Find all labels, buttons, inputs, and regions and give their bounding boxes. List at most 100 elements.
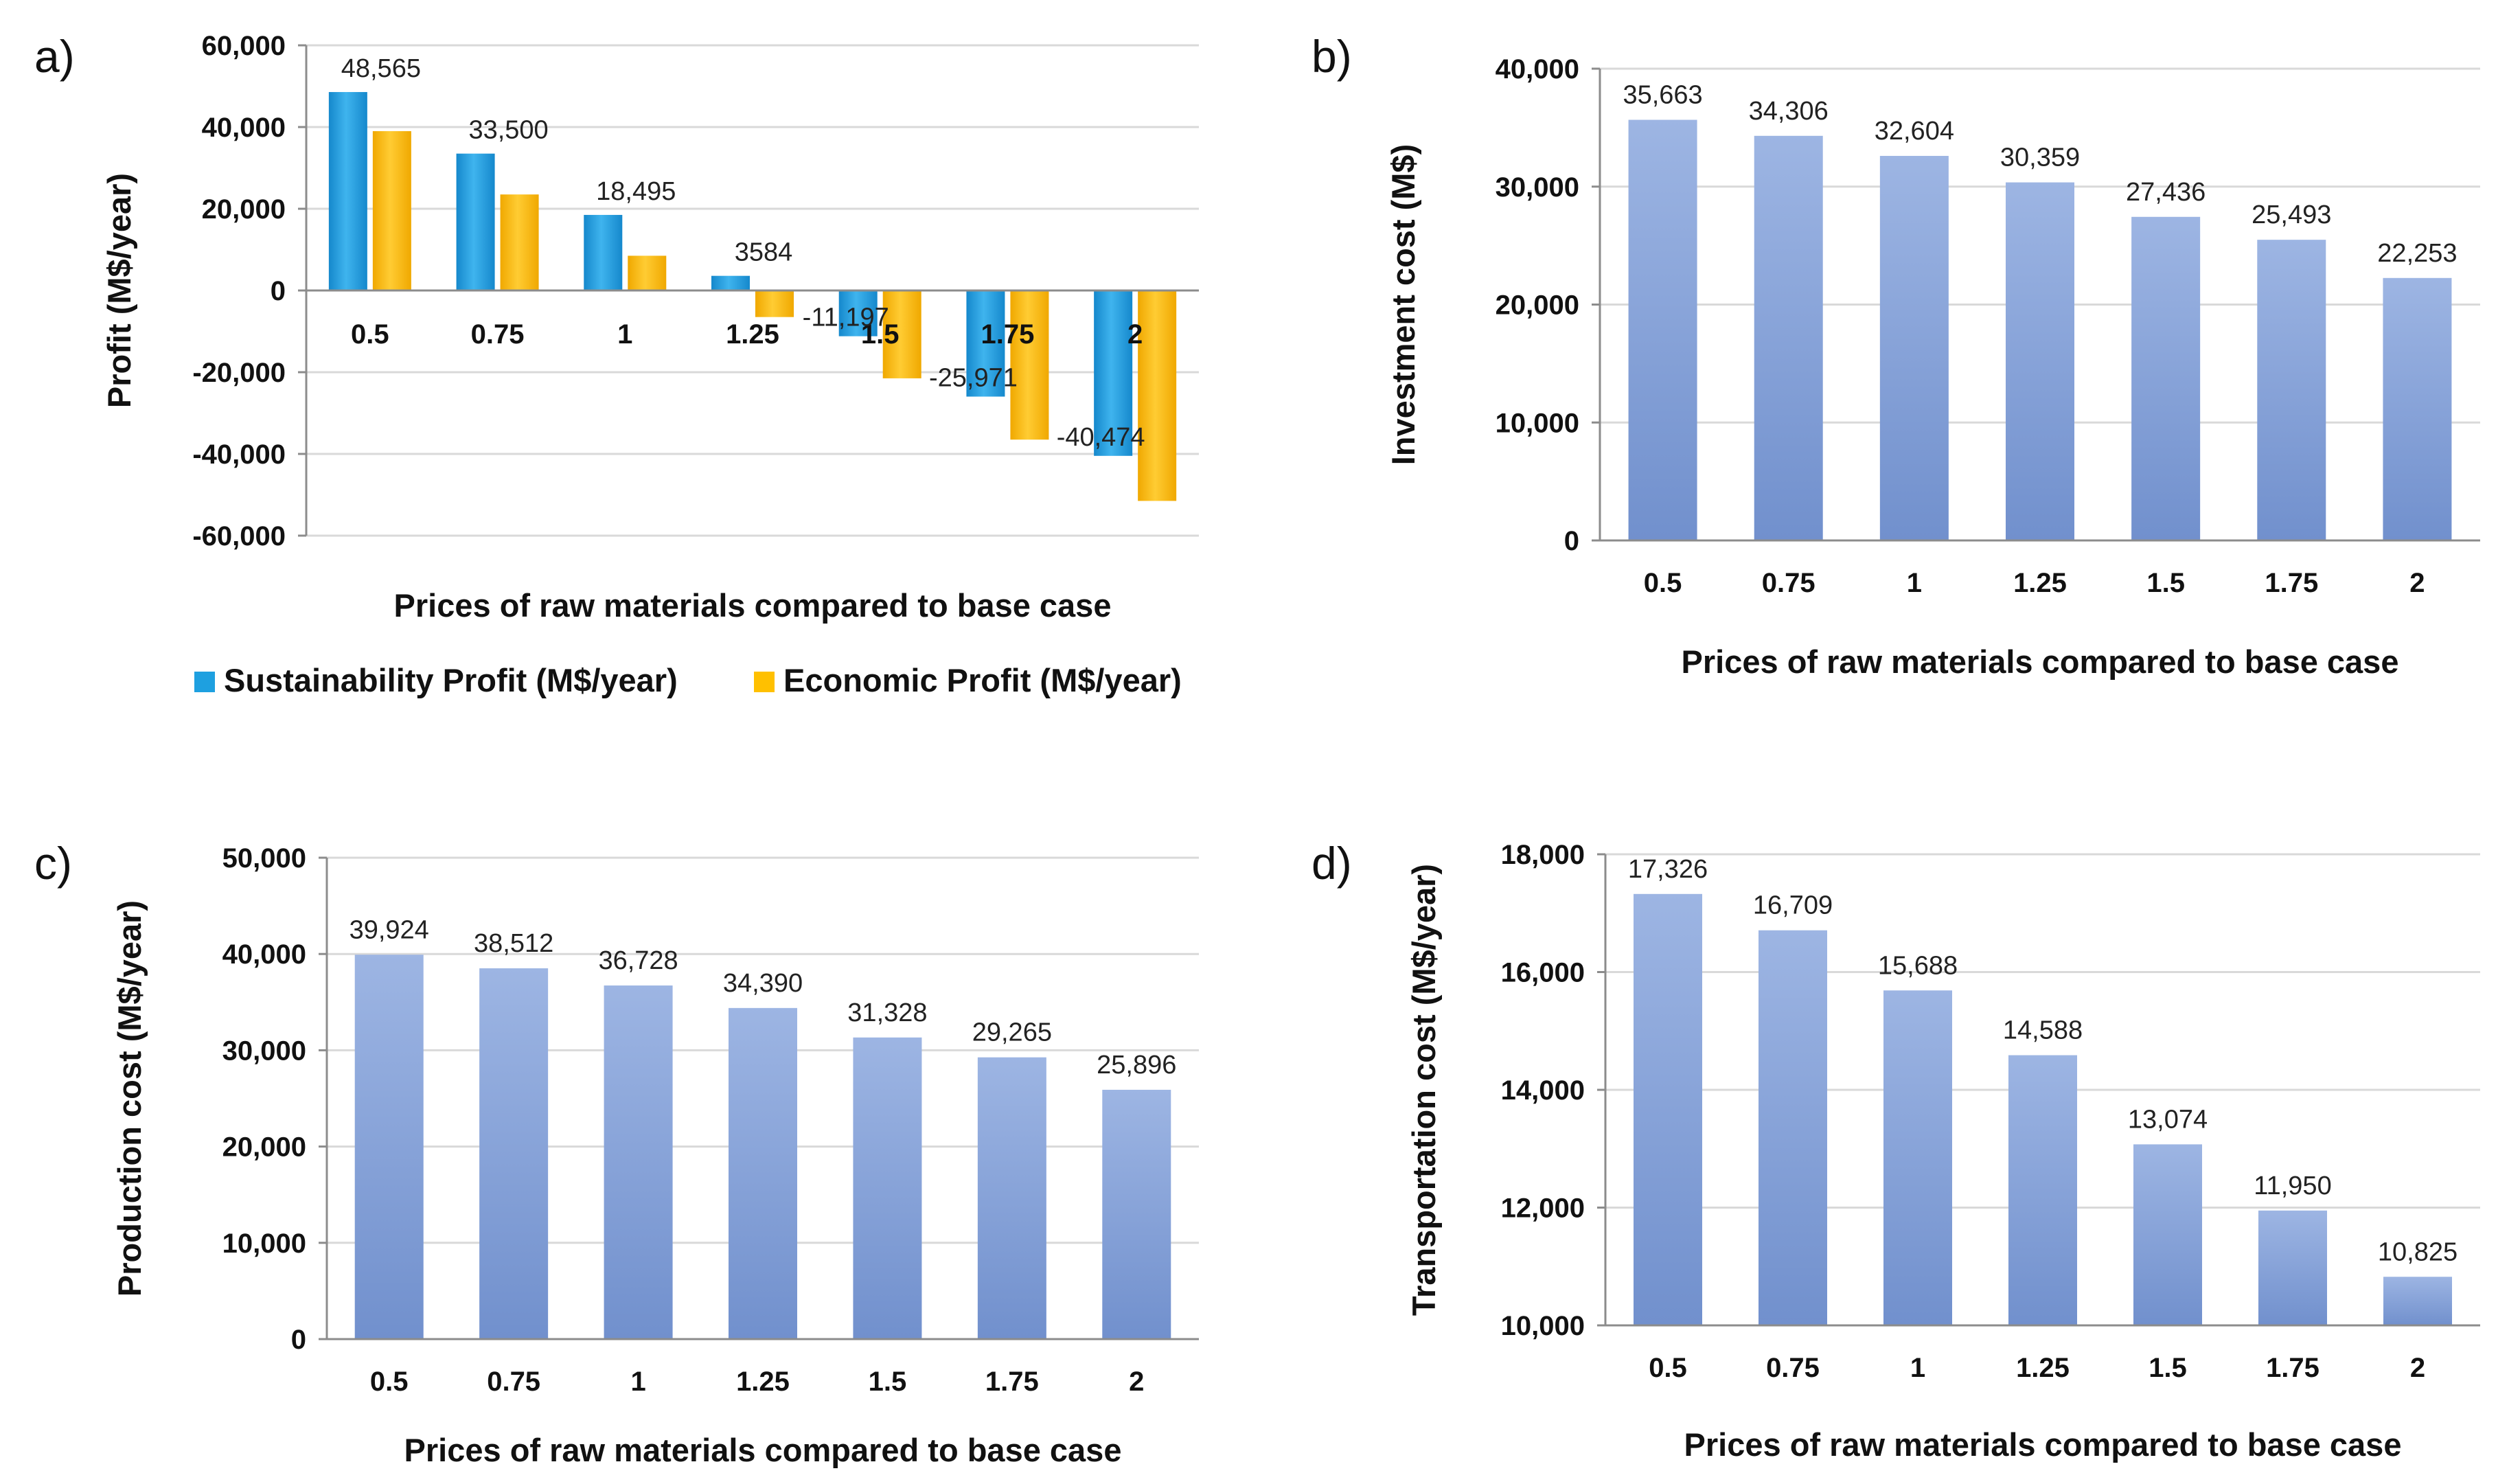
bar [2383,277,2452,540]
bar [2131,216,2201,540]
legend-label-sustainability: Sustainability Profit (M$/year) [224,662,678,698]
x-tick-label: 2 [2409,568,2425,598]
y-tick-label: 40,000 [222,939,306,970]
y-tick-label: 0 [291,1325,306,1355]
y-tick-label: 16,000 [1501,958,1585,988]
x-tick-label: 2 [1129,1367,1144,1397]
x-tick-label: 0.5 [351,319,389,350]
panel-label: d) [1311,838,1352,889]
data-label: 15,688 [1878,951,1958,980]
data-label: 27,436 [2126,178,2206,207]
x-axis-title: Prices of raw materials compared to base… [394,587,1112,624]
data-label: 48,565 [341,54,421,83]
bar [1634,893,1702,1325]
x-tick-label: 1.5 [861,319,900,350]
bar-sustainability-profit [711,275,750,290]
data-label: 36,728 [598,946,678,975]
bar-economic-profit [882,290,921,378]
data-label: 25,896 [1097,1051,1176,1080]
bar [2008,1055,2077,1325]
bar [2258,1210,2327,1325]
chart-transportation-cost: d) 18,000 16,000 14,000 12,000 10,000 0.5 0.7… [1311,838,2480,1463]
data-label: 31,328 [847,998,927,1027]
y-tick-label: 50,000 [222,843,306,874]
data-label: 22,253 [2377,239,2457,268]
x-tick-label: 1.75 [2265,568,2318,598]
y-tick-label: 0 [1564,526,1579,556]
bar [1102,1089,1171,1339]
y-axis-title: Investment cost (M$) [1385,144,1421,465]
data-label: 34,306 [1749,97,1829,126]
y-tick-label: -60,000 [192,521,286,551]
x-tick-label: 0.5 [370,1367,409,1397]
bar-economic-profit [500,194,539,290]
data-label: 14,588 [2003,1016,2083,1045]
bar [2383,1277,2452,1325]
legend: Sustainability Profit (M$/year) Economic… [194,662,1182,698]
data-label: 30,359 [2000,144,2080,172]
data-label: 17,326 [1628,855,1708,884]
bar [853,1037,922,1339]
y-tick-label: -40,000 [192,440,286,470]
chart-profit: a) 60,000 40,000 20,000 0 -20,000 -40,000 -60,… [34,31,1199,698]
data-label: -40,474 [1057,423,1145,452]
panel-label: a) [34,31,75,82]
x-tick-label: 0.75 [1762,568,1815,598]
bar [2257,240,2326,540]
x-tick-label: 0.75 [487,1367,540,1397]
bar-economic-profit [1138,290,1177,501]
bar-economic-profit [628,255,667,290]
y-tick-label: 12,000 [1501,1194,1585,1224]
bar-economic-profit [372,130,411,290]
bar-sustainability-profit [838,290,878,336]
data-label: -25,971 [929,364,1018,393]
y-tick-label: 30,000 [1496,172,1579,203]
y-tick-label: -20,000 [192,358,286,388]
x-tick-label: 1.25 [726,319,779,350]
y-tick-label: 20,000 [202,194,286,225]
y-tick-label: 40,000 [1496,54,1579,84]
bar [479,968,549,1339]
panel-label: b) [1311,31,1352,82]
data-label: -11,197 [803,304,889,332]
bar [1879,156,1949,540]
data-label: 18,495 [596,177,676,206]
data-label: 11,950 [2254,1172,2331,1200]
data-label: 34,390 [723,969,803,998]
panel-label: c) [34,838,72,889]
data-label: 38,512 [474,929,553,958]
bar [1628,119,1697,540]
x-axis-title: Prices of raw materials compared to base… [1684,1426,2402,1463]
x-axis-title: Prices of raw materials compared to base… [404,1432,1122,1468]
legend-swatch-economic [754,672,775,692]
x-tick-label: 1 [630,1367,645,1397]
y-tick-label: 30,000 [222,1036,306,1066]
y-tick-label: 14,000 [1501,1075,1585,1106]
x-tick-label: 1.5 [869,1367,907,1397]
x-tick-label: 1.5 [2146,568,2185,598]
data-label: 3584 [735,238,793,267]
bar-sustainability-profit [328,92,367,290]
y-tick-label: 60,000 [202,31,286,61]
y-tick-label: 20,000 [222,1132,306,1163]
x-axis-title: Prices of raw materials compared to base… [1682,643,2399,680]
x-tick-label: 0.5 [1649,1353,1687,1383]
legend-label-economic: Economic Profit (M$/year) [783,662,1182,698]
x-tick-label: 1 [1910,1353,1925,1383]
x-tick-label: 0.75 [471,319,525,350]
data-label: 10,825 [2378,1237,2458,1266]
y-tick-label: 0 [271,276,286,306]
bar [604,985,673,1339]
x-tick-label: 1.75 [981,319,1034,350]
data-label: 32,604 [1875,117,1954,146]
y-axis-title: Production cost (M$/year) [111,900,148,1297]
bar-sustainability-profit [966,290,1005,397]
bar-economic-profit [755,290,794,317]
legend-swatch-sustainability [194,672,215,692]
chart-production-cost: c) 50,000 40,000 30,000 20,000 10,000 0 0.5 0.… [34,838,1199,1468]
x-tick-label: 1.25 [2016,1353,2070,1383]
x-tick-label: 1.25 [736,1367,790,1397]
bar [1883,990,1952,1325]
x-tick-label: 1 [617,319,632,350]
